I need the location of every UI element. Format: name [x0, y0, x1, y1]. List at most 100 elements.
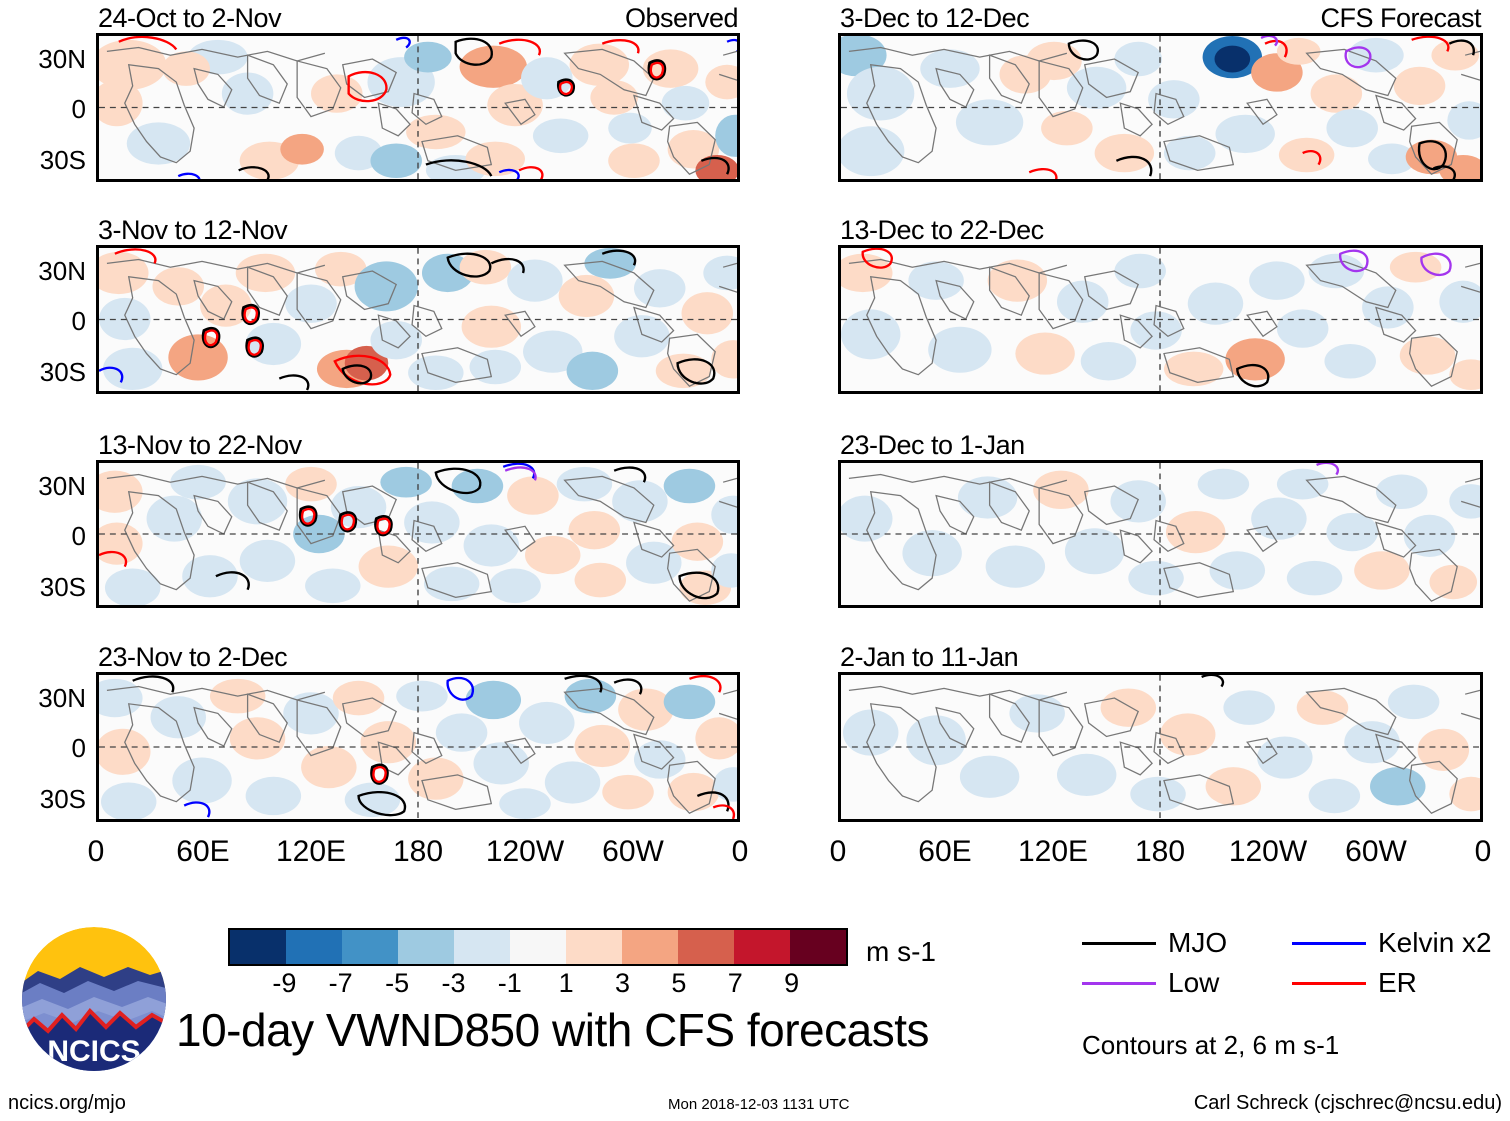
colorbar-tick-labels: -9 -7 -5 -3 -1 1 3 5 7 9 — [228, 968, 848, 998]
x-tick-60w: 60W — [602, 835, 664, 868]
colorbar-tick: 7 — [727, 968, 743, 998]
x-tick-360: 0 — [731, 835, 749, 868]
site-url[interactable]: ncics.org/mjo — [8, 1092, 126, 1114]
legend-item-low: Low — [1082, 967, 1219, 999]
colorbar-segment — [734, 930, 790, 964]
legend-label: ER — [1378, 967, 1417, 998]
y-axis-label-30s-r4: 30S — [39, 784, 86, 814]
colorbar-segment — [342, 930, 398, 964]
x-axis-forecast: 0 60E 120E 180 120W 60W 0 — [830, 835, 1492, 869]
map-canvas — [838, 460, 1483, 608]
contour-note: Contours at 2, 6 m s-1 — [1082, 1030, 1340, 1060]
y-axis-label-30n-r3: 30N — [38, 471, 86, 501]
column-label-observed: Observed — [624, 3, 739, 33]
column-label-forecast: CFS Forecast — [1320, 3, 1481, 33]
map-panel-observed-3[interactable]: 13-Nov to 22-Nov — [96, 430, 740, 608]
x-tick-120e: 120E — [1017, 835, 1089, 868]
panel-title: 3-Nov to 12-Nov — [98, 215, 288, 245]
x-tick-180: 180 — [392, 835, 444, 868]
x-axis-observed: 0 60E 120E 180 120W 60W 0 — [88, 835, 749, 869]
x-tick-180: 180 — [1134, 835, 1186, 868]
panel-title: 23-Dec to 1-Jan — [840, 430, 1025, 460]
colorbar-tick: 1 — [558, 968, 574, 998]
colorbar-segment — [790, 930, 846, 964]
map-canvas — [838, 33, 1483, 182]
colorbar-segment — [566, 930, 622, 964]
x-tick-60w: 60W — [1345, 835, 1407, 868]
colorbar: -9 -7 -5 -3 -1 1 3 5 7 9 — [228, 928, 848, 998]
legend-swatch-mjo — [1082, 941, 1156, 945]
colorbar-segment — [286, 930, 342, 964]
y-axis-label-0-r1: 0 — [71, 94, 86, 124]
colorbar-swatches — [228, 928, 848, 966]
colorbar-tick: -5 — [385, 968, 410, 998]
logo-text: NCICS — [47, 1035, 140, 1068]
map-panel-observed-2[interactable]: 3-Nov to 12-Nov — [96, 215, 740, 394]
x-tick-60e: 60E — [918, 835, 972, 868]
figure-footer: NCICS -9 -7 -5 -3 -1 1 3 5 7 — [0, 895, 1510, 1121]
map-canvas — [96, 460, 740, 608]
colorbar-segment — [678, 930, 734, 964]
y-axis-label-0-r4: 0 — [71, 733, 86, 763]
figure-title: 10-day VWND850 with CFS forecasts — [176, 1004, 930, 1056]
colorbar-segment — [622, 930, 678, 964]
colorbar-tick: -7 — [328, 968, 353, 998]
y-axis-label-30s-r1: 30S — [39, 145, 86, 175]
y-axis-label-30n-r4: 30N — [38, 683, 86, 713]
map-panel-forecast-2[interactable]: 13-Dec to 22-Dec — [838, 215, 1483, 394]
map-panel-forecast-1[interactable]: 3-Dec to 12-Dec CFS Forecast — [838, 3, 1483, 182]
map-canvas — [96, 33, 740, 182]
x-tick-0: 0 — [87, 835, 105, 868]
generation-timestamp: Mon 2018-12-03 1131 UTC — [668, 1096, 850, 1113]
panel-title: 23-Nov to 2-Dec — [98, 642, 288, 672]
legend-label: Low — [1168, 967, 1220, 998]
map-canvas — [96, 672, 740, 822]
map-canvas — [838, 672, 1483, 822]
panel-title: 13-Dec to 22-Dec — [840, 215, 1044, 245]
panel-title: 3-Dec to 12-Dec — [840, 3, 1030, 33]
colorbar-tick: 3 — [614, 968, 631, 998]
contour-legend: MJO Kelvin x2 Low ER — [1082, 923, 1502, 1003]
x-tick-60e: 60E — [176, 835, 230, 868]
legend-item-mjo: MJO — [1082, 927, 1227, 959]
colorbar-tick: -1 — [497, 968, 522, 998]
colorbar-tick: 5 — [671, 968, 687, 998]
ncics-logo: NCICS — [18, 923, 170, 1075]
map-panel-observed-1[interactable]: 24-Oct to 2-Nov Observed — [96, 3, 740, 182]
legend-label: Kelvin x2 — [1378, 927, 1492, 958]
legend-item-kelvin: Kelvin x2 — [1292, 927, 1492, 959]
colorbar-segment — [230, 930, 286, 964]
colorbar-tick: 9 — [784, 968, 800, 998]
colorbar-segment — [398, 930, 454, 964]
author-contact[interactable]: Carl Schreck (cjschrec@ncsu.edu) — [1193, 1092, 1502, 1114]
legend-swatch-low — [1082, 981, 1156, 985]
map-panel-forecast-4[interactable]: 2-Jan to 11-Jan — [838, 642, 1483, 822]
x-tick-360: 0 — [1474, 835, 1492, 868]
panel-title: 2-Jan to 11-Jan — [840, 642, 1019, 672]
map-panel-observed-4[interactable]: 23-Nov to 2-Dec — [96, 642, 740, 822]
colorbar-tick: -3 — [441, 968, 466, 998]
legend-label: MJO — [1168, 927, 1228, 958]
y-axis-label-30s-r2: 30S — [39, 357, 86, 387]
legend-swatch-kelvin — [1292, 941, 1366, 945]
panel-title: 24-Oct to 2-Nov — [98, 3, 282, 33]
legend-swatch-er — [1292, 981, 1366, 985]
colorbar-segment — [454, 930, 510, 964]
x-tick-120e: 120E — [275, 835, 347, 868]
panel-grid: 30N 0 30S 24-Oct to 2-Nov Observed — [38, 3, 1492, 869]
x-tick-0: 0 — [829, 835, 847, 868]
map-canvas — [96, 245, 740, 394]
map-panel-forecast-3[interactable]: 23-Dec to 1-Jan — [838, 430, 1483, 608]
colorbar-segment — [510, 930, 566, 964]
y-axis-label-30n-r2: 30N — [38, 256, 86, 286]
y-axis-label-30s-r3: 30S — [39, 572, 86, 602]
x-tick-120w: 120W — [1228, 835, 1308, 868]
y-axis-label-30n-r1: 30N — [38, 44, 86, 74]
panel-title: 13-Nov to 22-Nov — [98, 430, 302, 460]
y-axis-label-0-r3: 0 — [71, 521, 86, 551]
x-tick-120w: 120W — [485, 835, 565, 868]
legend-item-er: ER — [1292, 967, 1417, 999]
colorbar-tick: -9 — [272, 968, 297, 998]
map-canvas — [838, 245, 1483, 394]
colorbar-units: m s-1 — [866, 936, 936, 967]
